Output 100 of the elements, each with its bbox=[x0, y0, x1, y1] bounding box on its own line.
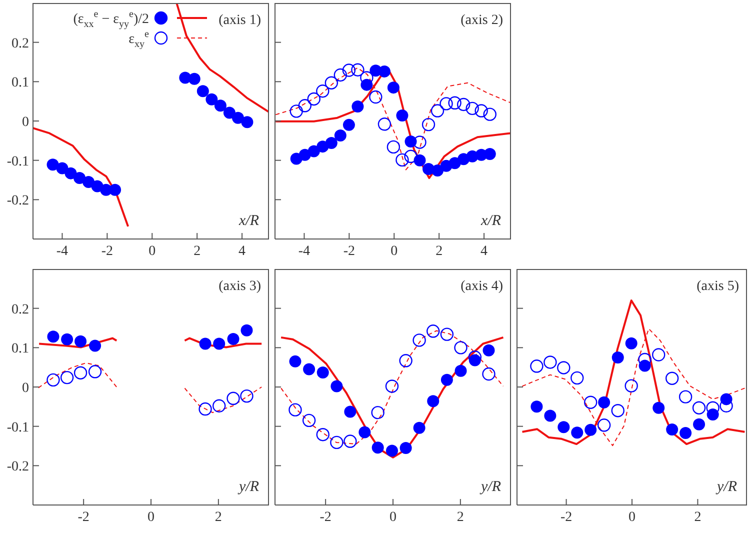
point bbox=[308, 145, 320, 158]
point bbox=[530, 360, 544, 373]
point bbox=[188, 72, 200, 85]
point bbox=[693, 418, 706, 430]
x-tick-label: 0 bbox=[390, 510, 396, 525]
point bbox=[482, 367, 496, 381]
point bbox=[334, 68, 348, 82]
point bbox=[206, 93, 218, 106]
x-tick-label: 4 bbox=[238, 244, 246, 259]
point bbox=[404, 150, 418, 163]
point bbox=[386, 444, 398, 457]
x-tick-label: 0 bbox=[148, 244, 156, 259]
annotation: (axis 5) bbox=[696, 279, 739, 295]
point bbox=[342, 64, 356, 77]
x-tick-label: 2 bbox=[436, 244, 443, 259]
point bbox=[412, 334, 426, 347]
point bbox=[334, 130, 346, 142]
y-tick-label: 0 bbox=[22, 114, 29, 130]
point bbox=[427, 395, 440, 408]
point bbox=[288, 403, 302, 416]
point bbox=[413, 136, 426, 149]
point bbox=[399, 354, 412, 368]
point bbox=[484, 148, 496, 160]
point bbox=[624, 379, 638, 392]
point bbox=[46, 158, 59, 171]
point bbox=[344, 406, 356, 418]
x-tick-label: 2 bbox=[214, 510, 222, 525]
x-tick-label: 2 bbox=[194, 244, 201, 259]
point bbox=[358, 426, 371, 438]
point bbox=[466, 102, 479, 116]
point bbox=[530, 400, 543, 413]
point bbox=[652, 348, 666, 362]
point bbox=[557, 361, 570, 374]
point bbox=[430, 104, 444, 118]
point bbox=[474, 104, 488, 118]
point bbox=[396, 109, 408, 122]
x-tick-label: -2 bbox=[101, 244, 114, 259]
annotation: (axis 4) bbox=[460, 279, 503, 295]
y-tick-label: -0.1 bbox=[6, 154, 29, 170]
point bbox=[199, 338, 212, 350]
x-axis-title: y/R bbox=[239, 479, 259, 496]
point bbox=[404, 135, 417, 148]
point bbox=[584, 424, 597, 436]
annotation: (axis 2) bbox=[460, 13, 503, 29]
point bbox=[426, 324, 440, 338]
y-tick-label: 0 bbox=[22, 380, 29, 396]
annotation: (axis 1) bbox=[218, 13, 261, 29]
point bbox=[56, 162, 68, 174]
point bbox=[378, 65, 390, 78]
point bbox=[330, 380, 343, 392]
point bbox=[89, 340, 102, 352]
y-tick-label: -0.2 bbox=[6, 460, 29, 475]
x-tick-label: 0 bbox=[148, 510, 154, 525]
point bbox=[223, 106, 236, 119]
point bbox=[330, 436, 344, 450]
x-tick-label: -2 bbox=[343, 244, 356, 259]
x-tick-label: -2 bbox=[560, 510, 572, 525]
point bbox=[198, 402, 212, 416]
point bbox=[400, 442, 412, 454]
point bbox=[432, 164, 444, 177]
point bbox=[307, 92, 320, 106]
point bbox=[325, 137, 338, 150]
legend-label: (ε$_{xx}$$^{e}$ − ε$_{yy}$$^{e}$)/2 bbox=[73, 9, 149, 30]
point bbox=[303, 363, 316, 376]
x-axis-title: x/R bbox=[239, 213, 259, 230]
point bbox=[240, 324, 253, 336]
x-tick-label: -2 bbox=[78, 510, 90, 525]
point bbox=[482, 344, 495, 356]
point bbox=[352, 100, 364, 112]
point bbox=[61, 333, 74, 346]
x-axis-title: y/R bbox=[481, 479, 501, 496]
y-tick-label: 0.2 bbox=[12, 302, 29, 318]
point bbox=[571, 426, 584, 439]
x-axis-title: y/R bbox=[717, 479, 737, 496]
point bbox=[241, 116, 254, 128]
point bbox=[74, 366, 88, 380]
point bbox=[371, 406, 384, 420]
point bbox=[448, 96, 462, 110]
point bbox=[47, 330, 60, 343]
y-tick-label: 0.1 bbox=[12, 76, 29, 91]
point bbox=[324, 76, 338, 90]
point bbox=[413, 422, 426, 434]
x-tick-label: 2 bbox=[694, 510, 702, 525]
point bbox=[385, 380, 399, 393]
point bbox=[387, 82, 400, 94]
point bbox=[612, 352, 624, 364]
y-tick-label: 0.2 bbox=[12, 36, 29, 52]
point bbox=[414, 154, 426, 166]
x-tick-label: 4 bbox=[480, 244, 488, 259]
point bbox=[598, 396, 610, 408]
point bbox=[652, 402, 665, 414]
point bbox=[558, 421, 570, 434]
x-axis-title: x/R bbox=[481, 213, 501, 230]
point bbox=[454, 364, 467, 377]
point bbox=[665, 372, 679, 385]
point bbox=[692, 401, 706, 414]
point bbox=[396, 153, 409, 167]
point bbox=[214, 100, 226, 112]
point bbox=[544, 410, 556, 422]
point bbox=[289, 355, 302, 368]
